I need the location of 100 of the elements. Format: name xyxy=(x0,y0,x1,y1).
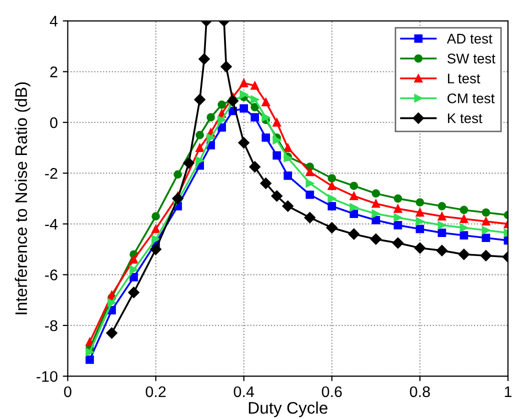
point xyxy=(416,198,424,207)
point xyxy=(262,133,270,142)
point xyxy=(372,210,380,218)
y-tick-label: -6 xyxy=(45,270,58,280)
point xyxy=(152,212,160,220)
point xyxy=(350,192,358,200)
point xyxy=(250,103,259,112)
point xyxy=(394,213,402,222)
point xyxy=(218,116,226,124)
point xyxy=(152,224,160,234)
point xyxy=(326,222,338,234)
point xyxy=(438,228,446,237)
point xyxy=(260,178,272,189)
x-tick-label: 0.6 xyxy=(322,386,342,398)
point xyxy=(262,98,270,106)
point xyxy=(482,217,490,226)
point xyxy=(240,104,248,113)
point xyxy=(250,113,259,122)
point xyxy=(482,234,490,242)
y-axis-title: Interference to Noise Ratio (dB) xyxy=(14,82,30,314)
point xyxy=(240,90,248,99)
point xyxy=(394,204,402,213)
point xyxy=(416,224,424,234)
point xyxy=(218,100,226,109)
point xyxy=(86,356,94,364)
point xyxy=(272,136,282,144)
point xyxy=(436,244,448,256)
point xyxy=(86,338,94,346)
point xyxy=(304,212,316,224)
point xyxy=(249,161,260,172)
point xyxy=(284,144,292,152)
point xyxy=(206,133,215,142)
point xyxy=(372,199,380,208)
point xyxy=(460,224,468,232)
x-tick-label: 1 xyxy=(504,386,512,397)
point xyxy=(271,190,282,202)
y-tick-label: 2 xyxy=(50,66,58,78)
point xyxy=(86,348,94,356)
point xyxy=(328,174,336,182)
point xyxy=(206,113,215,122)
x-axis-title: Duty Cycle xyxy=(248,402,328,418)
point xyxy=(282,200,294,212)
legend-label: SW test xyxy=(447,54,496,64)
point xyxy=(284,172,292,180)
x-tick-label: 0.8 xyxy=(410,386,430,398)
y-tick-label: -8 xyxy=(45,320,58,332)
y-tick-label: 0 xyxy=(50,117,58,128)
point xyxy=(152,234,160,244)
point xyxy=(438,212,446,220)
point xyxy=(414,242,426,254)
point xyxy=(220,60,232,72)
point xyxy=(150,244,162,255)
point xyxy=(350,182,358,190)
point xyxy=(183,157,194,169)
point xyxy=(458,248,470,260)
point xyxy=(350,203,358,212)
x-tick-label: 0.4 xyxy=(234,386,254,398)
point xyxy=(306,168,314,176)
point xyxy=(416,208,424,217)
point xyxy=(198,53,210,65)
point xyxy=(306,190,314,199)
point xyxy=(372,189,380,198)
point xyxy=(196,156,204,165)
legend-label: K test xyxy=(448,113,482,124)
point xyxy=(250,95,259,104)
point xyxy=(238,137,250,148)
point xyxy=(438,202,446,210)
point xyxy=(194,94,206,106)
point xyxy=(394,221,402,230)
point xyxy=(370,234,382,245)
point xyxy=(482,226,490,234)
point xyxy=(480,250,492,262)
point xyxy=(130,255,138,264)
point xyxy=(272,118,282,127)
point xyxy=(392,237,404,249)
legend-label: CM test xyxy=(448,93,495,104)
point xyxy=(482,208,490,217)
point xyxy=(196,144,204,152)
y-tick-label: 4 xyxy=(50,16,58,26)
point xyxy=(240,78,248,88)
point xyxy=(108,298,116,307)
x-tick-label: 0.2 xyxy=(146,386,166,398)
point xyxy=(196,130,204,140)
point xyxy=(350,210,358,218)
point xyxy=(130,265,138,274)
legend-label: AD test xyxy=(446,34,492,44)
point xyxy=(128,286,140,298)
point xyxy=(438,221,446,230)
point xyxy=(174,170,182,179)
point xyxy=(328,202,336,210)
point xyxy=(416,217,424,226)
point xyxy=(460,206,468,214)
x-tick-label: 0 xyxy=(64,386,72,398)
point xyxy=(372,216,380,224)
point xyxy=(328,182,336,190)
y-tick-label: -4 xyxy=(45,218,58,230)
legend-label: L test xyxy=(448,74,480,84)
point xyxy=(250,81,259,90)
point xyxy=(106,327,118,339)
point xyxy=(172,192,184,204)
